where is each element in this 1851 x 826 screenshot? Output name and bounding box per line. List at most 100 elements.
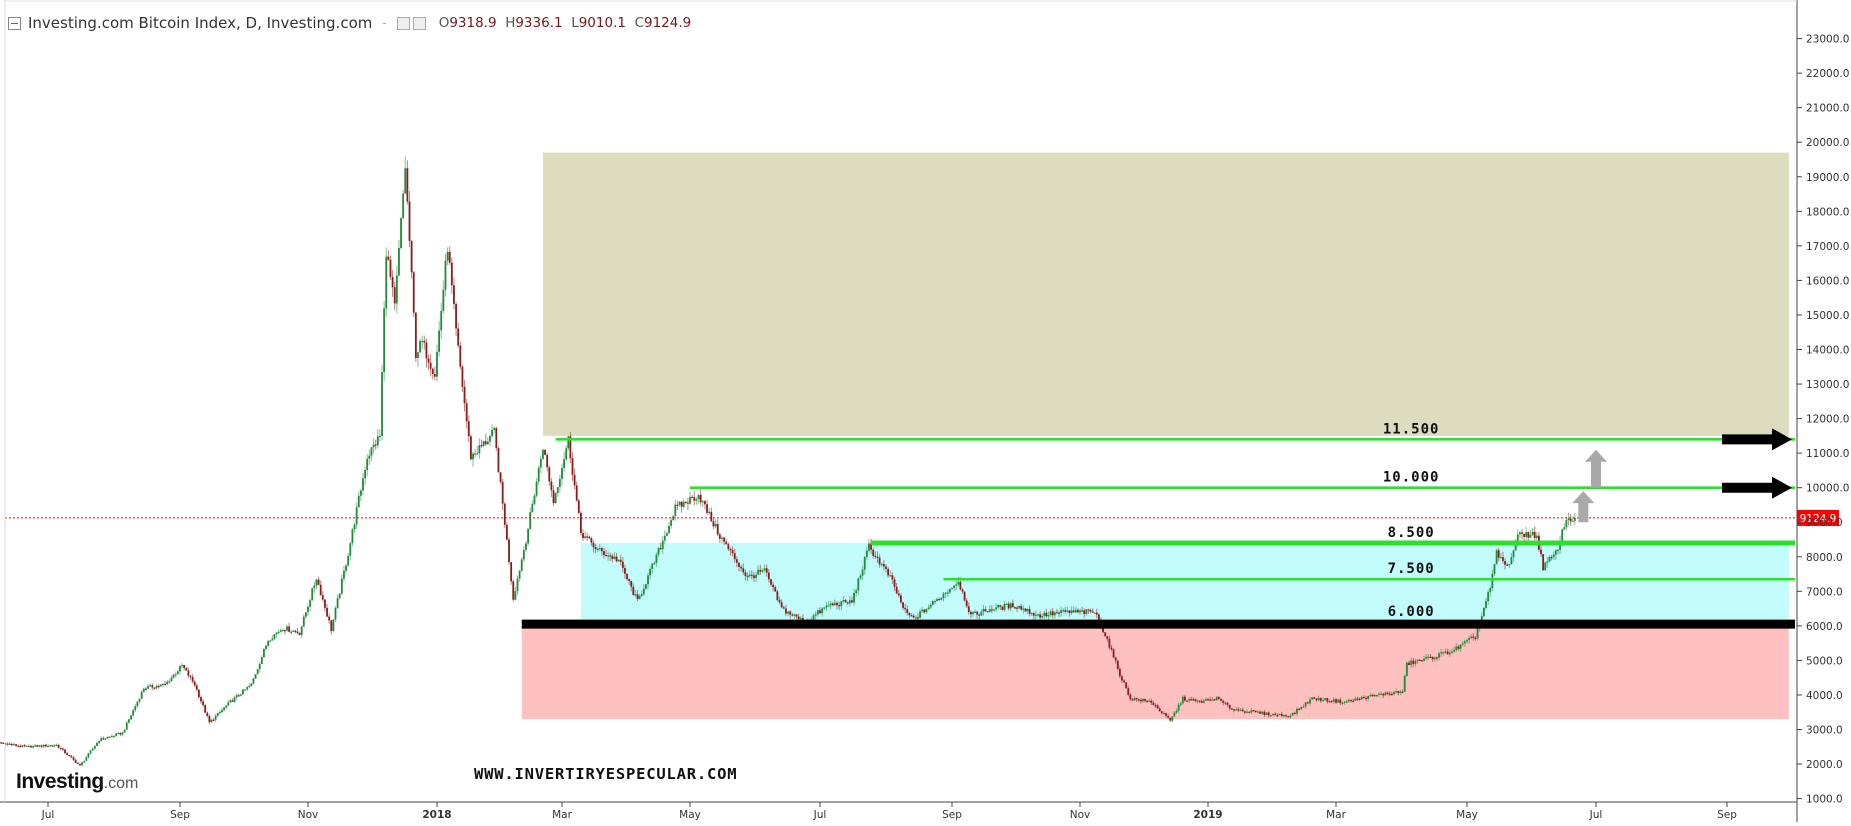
candle [573,474,576,486]
candle [893,579,896,587]
candle [1380,693,1382,695]
candle [889,575,892,577]
candle [57,744,60,748]
candle [15,744,17,746]
settings-square-icon[interactable] [412,16,426,30]
candle [455,303,457,329]
level-label: 11.500 [1383,421,1440,437]
candle [1358,698,1361,700]
candle [885,566,887,569]
candle [21,745,24,747]
candle [778,600,781,603]
candle [1222,700,1225,703]
candle [404,168,407,194]
level-label: 7.500 [1388,561,1435,577]
candle [940,598,943,600]
y-tick-label: 11000.0 [1806,448,1849,460]
settings-square-icon[interactable] [396,16,410,30]
candle [611,555,614,559]
candle [1319,697,1322,701]
y-tick-label: 20000.0 [1806,137,1849,149]
arrow-up-icon [1572,491,1595,523]
candle [959,581,962,590]
candle [450,262,453,286]
candle [91,748,94,751]
candle [765,568,768,573]
candle [1114,657,1117,661]
candle [1184,696,1186,701]
chart-header: Investing.com Bitcoin Index, D, Investin… [8,12,691,34]
candle [923,609,926,613]
candle [269,640,272,642]
candle [1037,614,1039,616]
collapse-icon[interactable] [8,16,21,30]
candle [965,600,968,607]
candle [391,276,394,288]
candle [1470,636,1473,639]
candle [1397,691,1400,693]
candle [376,436,379,446]
candle [780,602,783,608]
candle [980,611,983,616]
candle [516,578,519,592]
annotations-layer: 9124.9 [5,428,1839,526]
candle [117,733,120,735]
candle [1326,698,1329,702]
candle [30,745,32,748]
candle [556,487,559,494]
candle [1453,649,1456,652]
candle [1205,699,1207,701]
candle [929,605,932,608]
candle [695,499,698,501]
candle [563,459,565,469]
candle [615,556,618,562]
candle [307,606,309,613]
candle [927,607,930,610]
candle [853,593,855,603]
candle [1369,694,1372,697]
candle [1455,646,1458,650]
candle [324,599,326,608]
candle [319,584,322,596]
candle [1373,695,1376,697]
candle [609,555,612,557]
x-tick-label: Jul [1589,809,1603,821]
candle [944,592,947,594]
candle [1425,656,1428,659]
candle [1127,688,1130,695]
candle [1510,557,1513,565]
candle [227,702,230,706]
candle [1110,647,1113,650]
x-tick-label: Jul [41,809,55,821]
candle [1523,533,1525,537]
candle [1573,517,1576,521]
candle [1144,698,1146,701]
candle [252,678,255,684]
x-tick-label: Nov [1070,809,1091,821]
candle [763,568,766,571]
candle [136,701,139,707]
candle [997,605,1000,608]
candle [1146,700,1149,702]
candle [552,490,555,504]
candle [1272,713,1274,716]
candle [1106,636,1109,639]
candle [1104,632,1107,637]
candle [0,742,3,744]
candle [1041,615,1044,618]
candle [1571,520,1574,523]
candle [571,458,574,475]
candle [1339,699,1342,703]
investing-logo[interactable]: Investing.com [16,770,138,794]
candle [1079,610,1081,613]
candle [1550,557,1553,559]
candle [469,436,472,460]
candle [1276,715,1279,717]
candle [1267,712,1270,716]
candle [277,631,280,634]
candle [1009,603,1012,609]
candle [1540,549,1542,555]
candle [785,608,787,614]
candle [957,581,960,585]
